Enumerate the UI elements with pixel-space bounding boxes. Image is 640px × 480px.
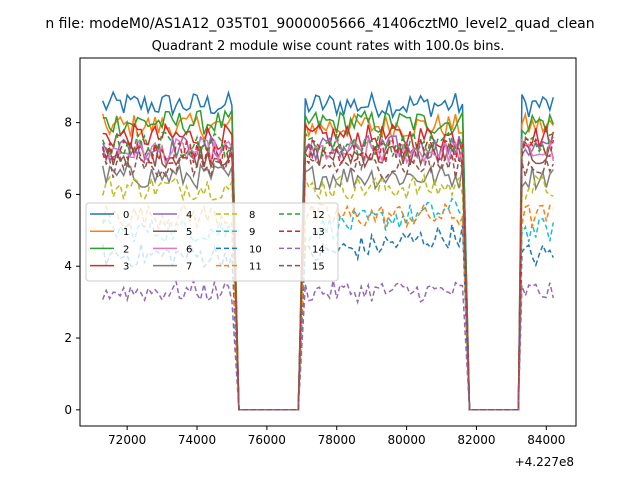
- series-lines: [101, 90, 555, 411]
- series-line-3: [102, 122, 555, 411]
- legend-label: 3: [123, 262, 129, 273]
- x-tick-label: 72000: [108, 433, 146, 447]
- y-axis: 0 2 4 6 8: [64, 116, 80, 417]
- legend-label: 8: [249, 210, 255, 221]
- series-line-2: [102, 109, 555, 411]
- legend-label: 6: [186, 244, 192, 255]
- series-line-0: [102, 90, 555, 411]
- y-tick-label: 6: [64, 187, 72, 201]
- legend-label: 12: [312, 210, 325, 221]
- series-line-7: [101, 162, 554, 411]
- legend-frame: [85, 202, 339, 282]
- y-tick-label: 4: [64, 259, 72, 273]
- legend-label: 4: [186, 210, 192, 221]
- x-tick-label: 80000: [387, 433, 425, 447]
- x-tick-label: 82000: [457, 433, 495, 447]
- y-tick-label: 2: [64, 331, 72, 345]
- series-line-15: [101, 151, 554, 411]
- series-line-14: [101, 278, 555, 411]
- x-tick-label: 84000: [527, 433, 565, 447]
- plot-frame: [79, 57, 577, 427]
- series-line-9: [102, 197, 555, 411]
- figure-suptitle: n file: modeM0/AS1A12_035T01_9000005666_…: [45, 16, 594, 32]
- x-offset-label: +4.227e8: [515, 455, 574, 469]
- x-tick-label: 74000: [178, 433, 216, 447]
- y-tick-label: 0: [64, 403, 72, 417]
- legend-label: 5: [186, 227, 192, 238]
- legend-label: 13: [312, 227, 325, 238]
- legend-label: 15: [312, 262, 325, 273]
- series-line-12: [102, 129, 554, 411]
- x-tick-label: 78000: [318, 433, 356, 447]
- legend-label: 11: [249, 262, 262, 273]
- chart-title: Quadrant 2 module wise count rates with …: [152, 39, 505, 54]
- x-tick-label: 76000: [248, 433, 286, 447]
- y-tick-label: 8: [64, 116, 72, 130]
- legend-label: 10: [249, 244, 262, 255]
- series-line-8: [101, 172, 554, 411]
- legend-label: 2: [123, 244, 129, 255]
- series-line-13: [101, 137, 555, 411]
- legend-label: 7: [186, 262, 192, 273]
- legend-label: 0: [123, 210, 129, 221]
- legend-label: 9: [249, 227, 255, 238]
- legend-label: 14: [312, 244, 325, 255]
- legend-label: 1: [123, 227, 129, 238]
- x-axis: 72000 74000 76000 78000 80000 82000 84000: [108, 426, 565, 447]
